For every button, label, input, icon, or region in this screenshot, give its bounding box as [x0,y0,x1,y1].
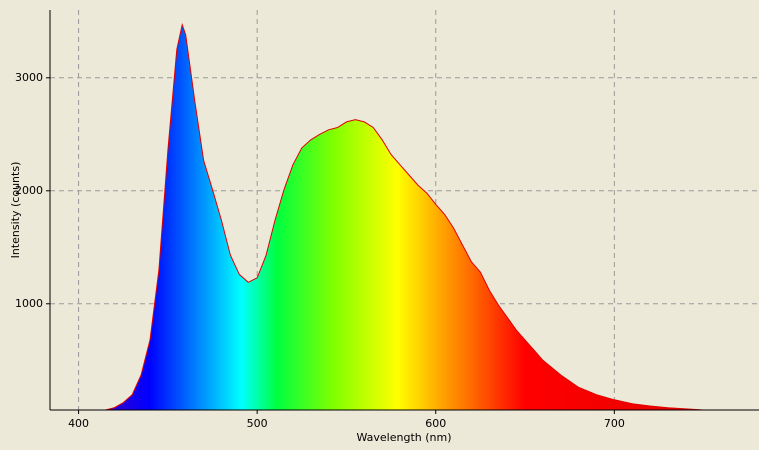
x-tick-label: 400 [68,417,89,430]
x-tick-label: 600 [425,417,446,430]
plot [105,22,704,411]
y-tick-label: 3000 [15,71,43,84]
x-tick-label: 700 [604,417,625,430]
spectrum-line [105,22,704,411]
y-tick-label: 2000 [15,184,43,197]
spectrum-area [105,24,704,410]
y-tick-label: 1000 [15,297,43,310]
x-axis-label: Wavelength (nm) [356,431,451,444]
x-tick-label: 500 [247,417,268,430]
y-axis-label: Intensity (counts) [9,162,22,259]
